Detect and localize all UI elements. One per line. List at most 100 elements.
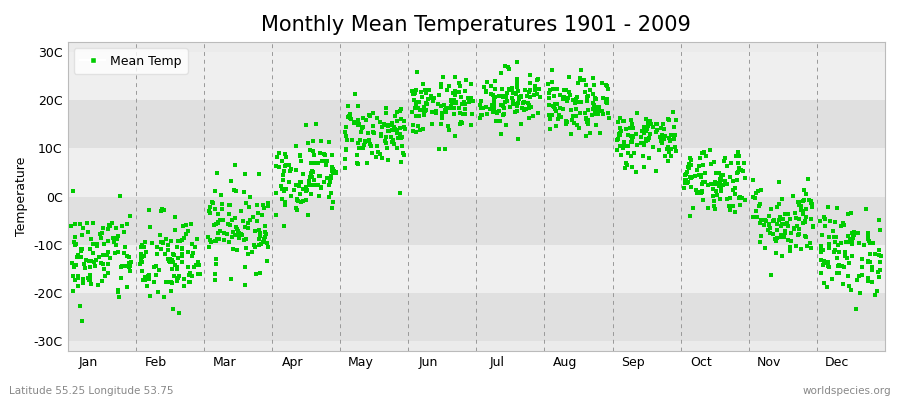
Point	[277, 150, 292, 157]
Point	[181, 249, 195, 255]
Point	[308, 160, 322, 166]
Point	[350, 160, 365, 167]
Point	[804, 245, 818, 251]
Point	[851, 272, 866, 279]
Point	[120, 253, 134, 259]
Point	[343, 114, 357, 121]
Point	[561, 94, 575, 101]
Point	[454, 119, 468, 126]
Point	[614, 128, 628, 134]
Point	[834, 263, 849, 270]
Point	[296, 198, 310, 204]
Point	[275, 186, 290, 192]
Point	[442, 82, 456, 89]
Point	[778, 228, 793, 234]
Point	[544, 79, 559, 86]
Point	[703, 146, 717, 153]
Point	[373, 118, 387, 125]
Point	[208, 206, 222, 212]
Point	[804, 198, 818, 204]
Point	[562, 74, 577, 81]
Bar	[68, 293, 885, 342]
Point	[397, 151, 411, 158]
Point	[120, 220, 134, 227]
Point	[643, 154, 657, 161]
Point	[842, 236, 857, 243]
Point	[595, 108, 609, 114]
Point	[559, 86, 573, 93]
Point	[320, 158, 335, 164]
Point	[510, 84, 525, 90]
Point	[436, 74, 451, 80]
Point	[351, 121, 365, 128]
Point	[714, 186, 728, 192]
Point	[276, 168, 291, 174]
Point	[814, 257, 829, 263]
Point	[366, 129, 381, 135]
Point	[94, 230, 109, 236]
Point	[341, 114, 356, 120]
Point	[817, 258, 832, 264]
Point	[338, 156, 352, 162]
Point	[806, 223, 820, 229]
Point	[458, 88, 473, 94]
Point	[454, 94, 468, 100]
Point	[655, 134, 670, 140]
Point	[792, 230, 806, 237]
Point	[854, 272, 868, 279]
Point	[203, 239, 218, 246]
Point	[464, 122, 478, 128]
Point	[177, 275, 192, 282]
Point	[381, 128, 395, 134]
Point	[563, 107, 578, 114]
Point	[794, 207, 808, 213]
Point	[435, 110, 449, 117]
Point	[509, 103, 524, 109]
Point	[832, 270, 846, 276]
Point	[836, 263, 850, 270]
Point	[552, 116, 566, 122]
Point	[610, 136, 625, 142]
Point	[418, 87, 432, 93]
Bar	[68, 197, 885, 245]
Point	[234, 231, 248, 238]
Point	[696, 179, 710, 185]
Point	[494, 102, 508, 108]
Point	[428, 109, 443, 116]
Point	[556, 106, 571, 112]
Point	[829, 234, 843, 240]
Point	[567, 113, 581, 119]
Point	[498, 63, 512, 70]
Point	[578, 88, 592, 95]
Point	[212, 235, 226, 242]
Point	[623, 124, 637, 131]
Point	[427, 95, 441, 101]
Point	[714, 188, 728, 194]
Point	[860, 233, 875, 239]
Point	[698, 149, 712, 156]
Point	[362, 138, 376, 144]
Point	[760, 226, 775, 233]
Point	[796, 208, 810, 215]
Point	[113, 264, 128, 270]
Point	[289, 207, 303, 214]
Point	[790, 223, 805, 229]
Point	[147, 278, 161, 285]
Point	[792, 226, 806, 232]
Point	[780, 221, 795, 227]
Point	[842, 233, 856, 240]
Point	[355, 125, 369, 131]
Point	[137, 253, 151, 259]
Point	[506, 98, 520, 104]
Point	[86, 250, 100, 256]
Point	[175, 258, 189, 265]
Point	[374, 124, 389, 130]
Point	[158, 251, 172, 257]
Text: worldspecies.org: worldspecies.org	[803, 386, 891, 396]
Point	[523, 94, 537, 100]
Point	[639, 138, 653, 145]
Point	[412, 107, 427, 113]
Point	[830, 205, 844, 211]
Point	[664, 153, 679, 159]
Point	[374, 132, 388, 139]
